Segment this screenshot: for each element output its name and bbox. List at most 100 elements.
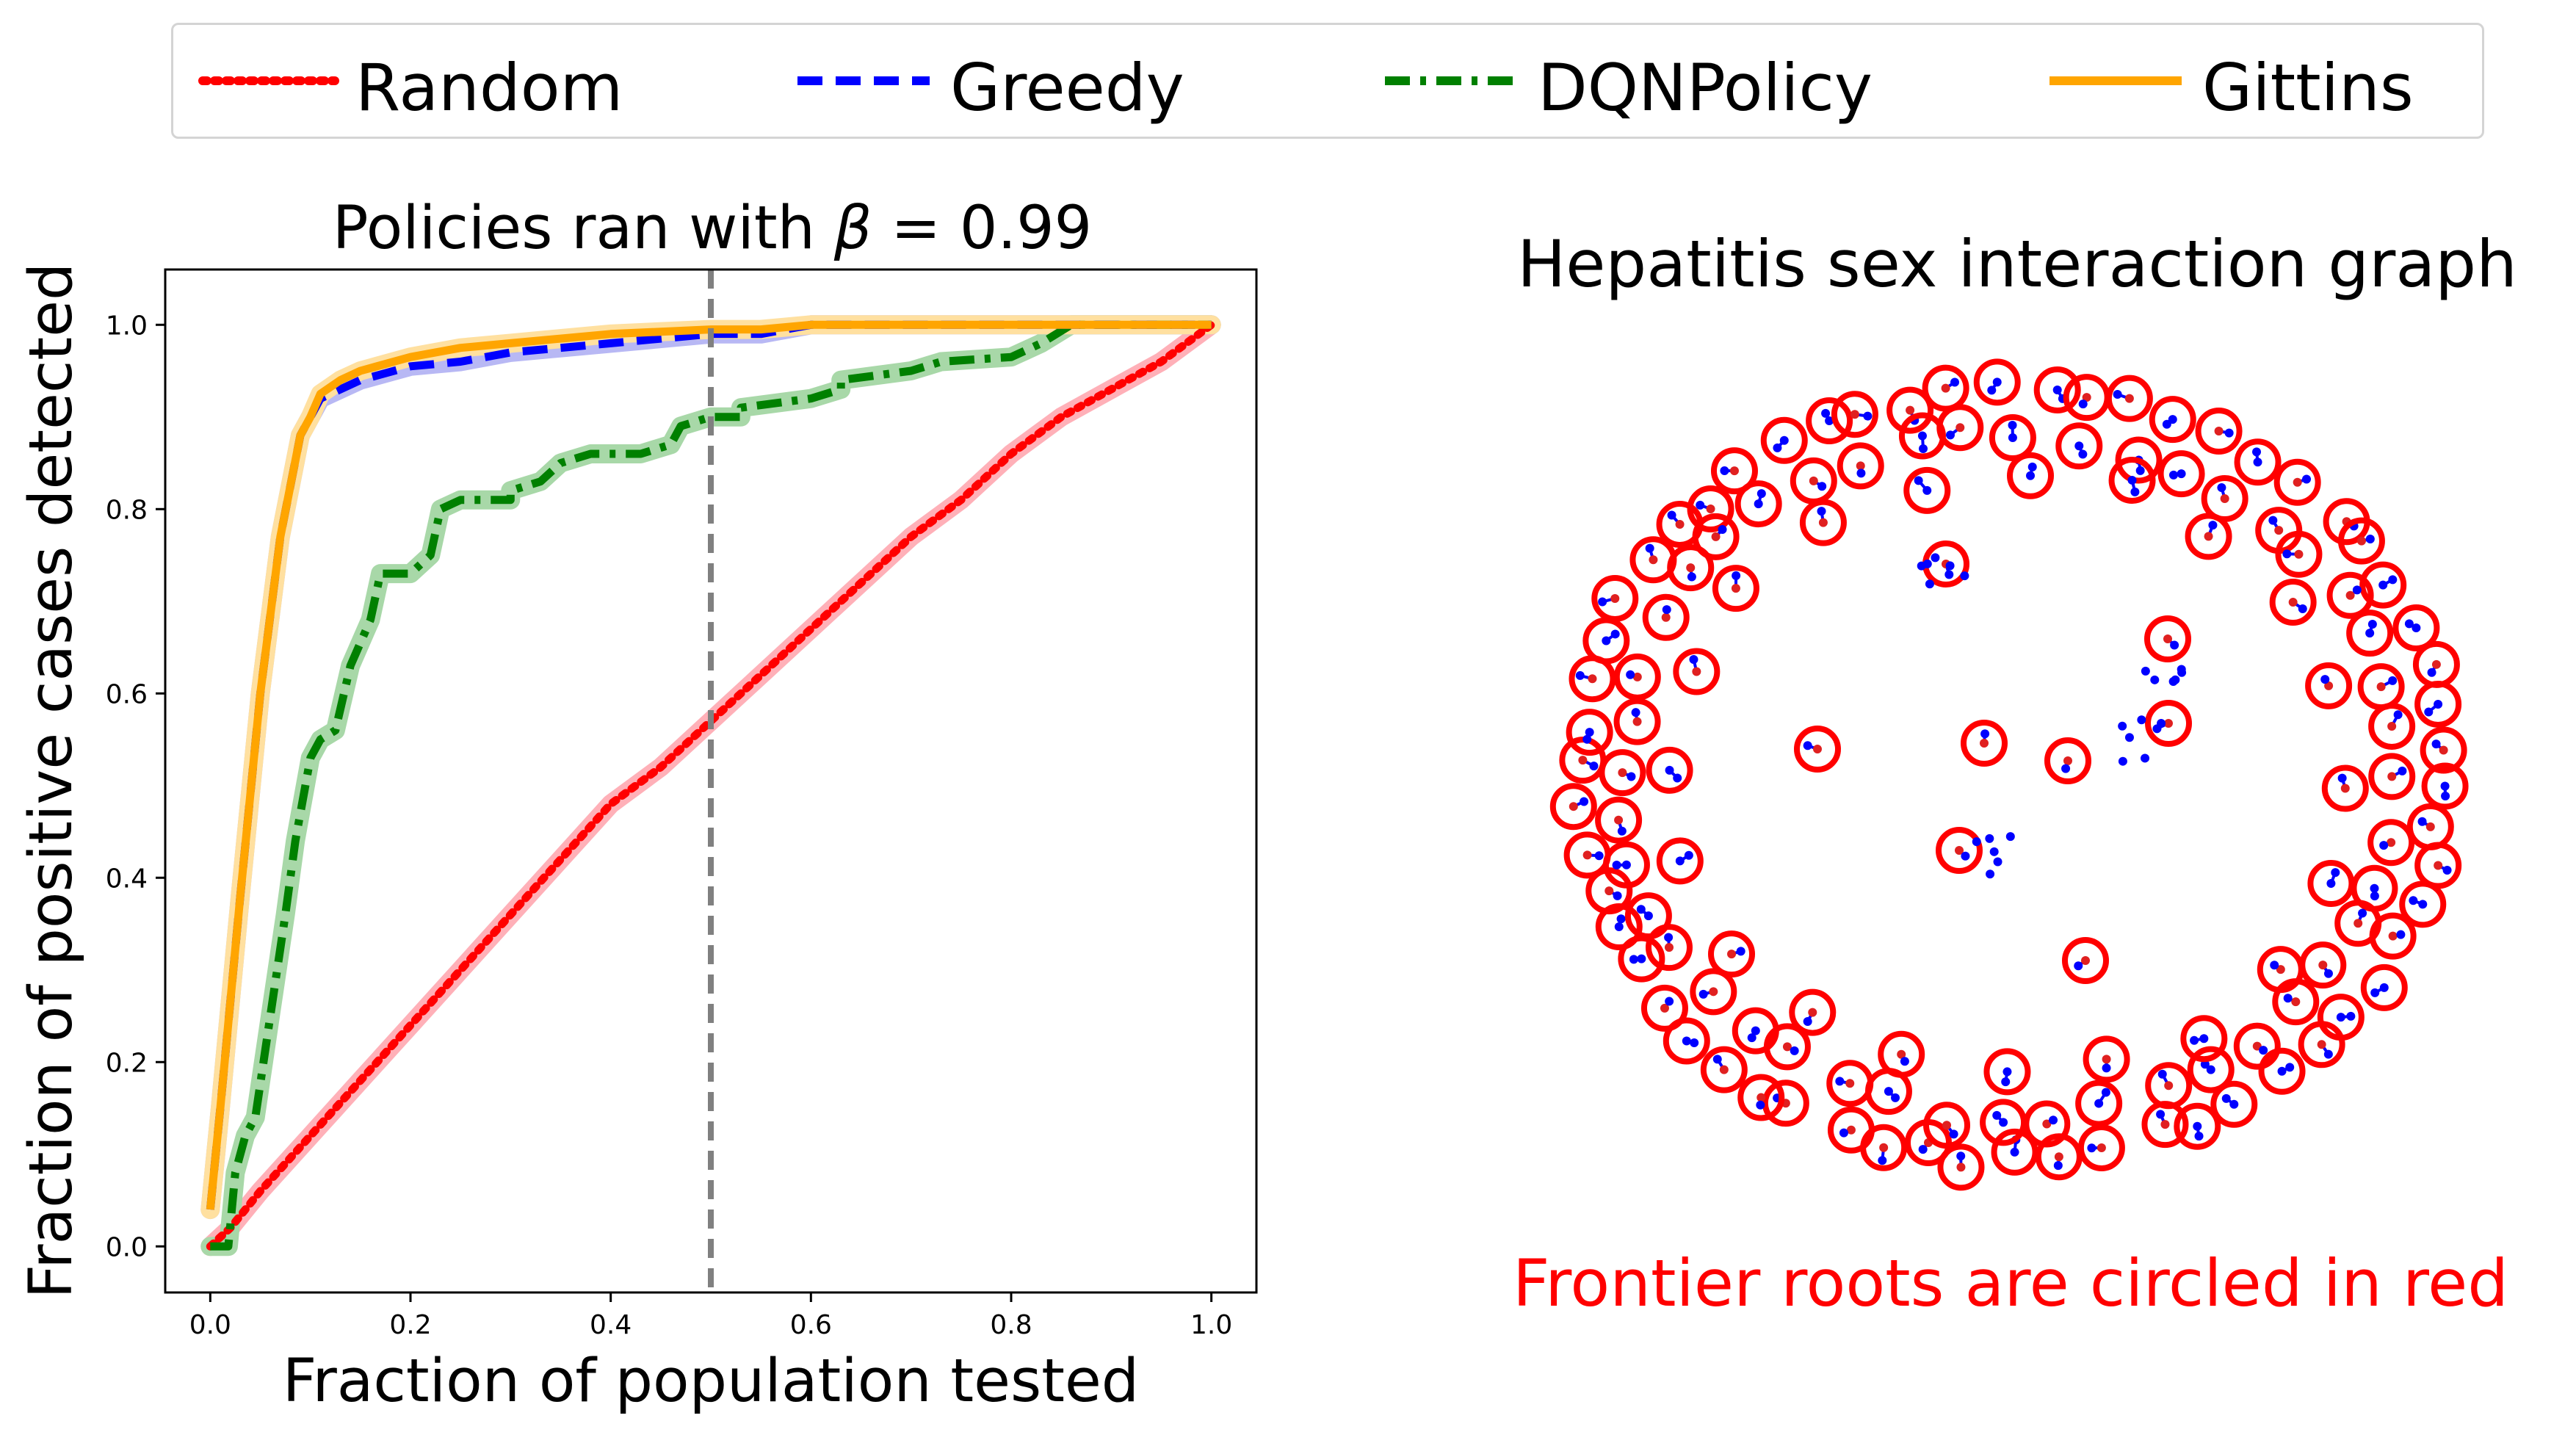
- graph-node: [1612, 861, 1621, 870]
- frontier-root-circle: [1837, 442, 1884, 490]
- graph-node: [1809, 476, 1818, 485]
- graph-node: [1660, 1003, 1669, 1013]
- frontier-root-circle: [2157, 450, 2205, 498]
- frontier-root-circle: [1566, 709, 1613, 756]
- graph-node: [2274, 526, 2284, 535]
- frontier-root-circle: [2346, 610, 2394, 657]
- graph-node: [1993, 857, 2002, 867]
- legend-entry-dqnpolicy: DQNPolicy: [1378, 25, 1892, 141]
- x-tick-label: 0.0: [189, 1310, 231, 1340]
- graph-node: [2354, 919, 2363, 928]
- frontier-root-circle: [2359, 561, 2407, 609]
- graph-node: [1629, 955, 1638, 964]
- graph-node: [1856, 461, 1865, 471]
- graph-node: [1803, 741, 1812, 751]
- graph-node: [1706, 505, 1715, 514]
- graph-node: [2326, 879, 2336, 889]
- graph-node: [1662, 605, 1671, 615]
- frontier-root-circle: [1923, 1102, 1971, 1149]
- graph-node: [2063, 756, 2072, 765]
- x-tick-label: 0.6: [790, 1310, 832, 1340]
- graph-node: [2340, 784, 2350, 793]
- graph-node: [1960, 571, 1969, 581]
- graph-node: [1856, 469, 1866, 478]
- x-tick-label: 0.2: [389, 1310, 431, 1340]
- graph-node: [2157, 1069, 2167, 1079]
- graph-node: [2431, 739, 2441, 749]
- graph-node: [1617, 826, 1627, 836]
- graph-node: [2177, 469, 2186, 479]
- frontier-root-circle: [1734, 480, 1782, 528]
- graph-node: [2293, 477, 2302, 487]
- graph-node: [1956, 1162, 1966, 1172]
- frontier-root-circle: [2367, 819, 2415, 867]
- graph-node: [2294, 549, 2304, 559]
- graph-node: [1712, 1055, 1722, 1064]
- y-tick-label: 0.8: [106, 495, 148, 525]
- frontier-root-circle: [2174, 1102, 2221, 1150]
- graph-node: [2404, 619, 2414, 629]
- frontier-root-circle: [2083, 1035, 2130, 1083]
- legend-entry-gittins: Gittins: [2042, 25, 2453, 141]
- graph-node: [1790, 1046, 1799, 1055]
- graph-node: [2434, 861, 2443, 870]
- graph-node: [1987, 386, 1997, 395]
- frontier-root-circle: [2035, 1133, 2083, 1181]
- graph-node: [1614, 815, 1624, 825]
- graph-node: [1578, 756, 1588, 765]
- graph-node: [2194, 1132, 2204, 1141]
- graph-node: [1711, 532, 1721, 541]
- graph-node: [1588, 674, 1597, 684]
- graph-node: [2291, 997, 2301, 1007]
- graph-node: [1627, 772, 1636, 781]
- frontier-root-circle: [2145, 700, 2192, 747]
- chart-title: Policies ran with β = 0.99: [333, 194, 1092, 263]
- graph-node: [1878, 1156, 1887, 1165]
- frontier-root-circle: [2326, 571, 2374, 619]
- graph-node: [2061, 764, 2071, 773]
- graph-node: [1610, 593, 1620, 603]
- graph-node: [1773, 443, 1782, 452]
- line-chart-plot: [200, 270, 1221, 1292]
- graph-node: [1818, 518, 1828, 527]
- graph-node: [1637, 954, 1646, 963]
- graph-node: [1643, 911, 1653, 921]
- graph-node: [1980, 729, 1990, 739]
- graph-node: [1664, 933, 1674, 942]
- graph-node: [2427, 668, 2436, 677]
- graph-node: [1922, 485, 1932, 495]
- frontier-root-circle: [1613, 698, 1661, 745]
- graph-node: [1613, 891, 1622, 900]
- graph-node: [2370, 988, 2380, 997]
- frontier-root-circle: [1826, 1060, 1874, 1107]
- graph-node: [2078, 449, 2088, 459]
- graph-node: [1582, 734, 1592, 744]
- graph-node: [1709, 987, 1718, 997]
- y-tick-label: 0.6: [106, 679, 148, 709]
- series-random: [206, 320, 1216, 1251]
- graph-node: [1863, 411, 1873, 421]
- graph-node: [2010, 1147, 2019, 1157]
- graph-node: [2224, 428, 2234, 438]
- chart-title-prefix: Policies ran with: [333, 194, 834, 263]
- frontier-root-circle: [1827, 1106, 1875, 1154]
- graph-node: [2442, 866, 2452, 875]
- graph-node: [1727, 950, 1737, 959]
- graph-node: [1891, 1093, 1900, 1102]
- graph-node: [1884, 1087, 1893, 1096]
- graph-node: [1614, 922, 1624, 931]
- graph-node: [2356, 536, 2366, 546]
- frontier-root-circle: [1624, 892, 1672, 940]
- series-dqnpolicy: [210, 320, 1212, 1251]
- frontier-root-circle: [2187, 1046, 2235, 1093]
- graph-node: [2168, 470, 2178, 480]
- graph-node: [2170, 640, 2179, 650]
- frontier-root-circle: [1937, 1143, 1985, 1191]
- graph-node: [2379, 983, 2389, 992]
- frontier-root-circle: [2337, 517, 2385, 565]
- legend-swatch-dqnpolicy: [1385, 76, 1517, 85]
- graph-node: [1632, 717, 1642, 726]
- graph-node: [2276, 965, 2285, 974]
- frontier-root-circle: [1549, 783, 1597, 831]
